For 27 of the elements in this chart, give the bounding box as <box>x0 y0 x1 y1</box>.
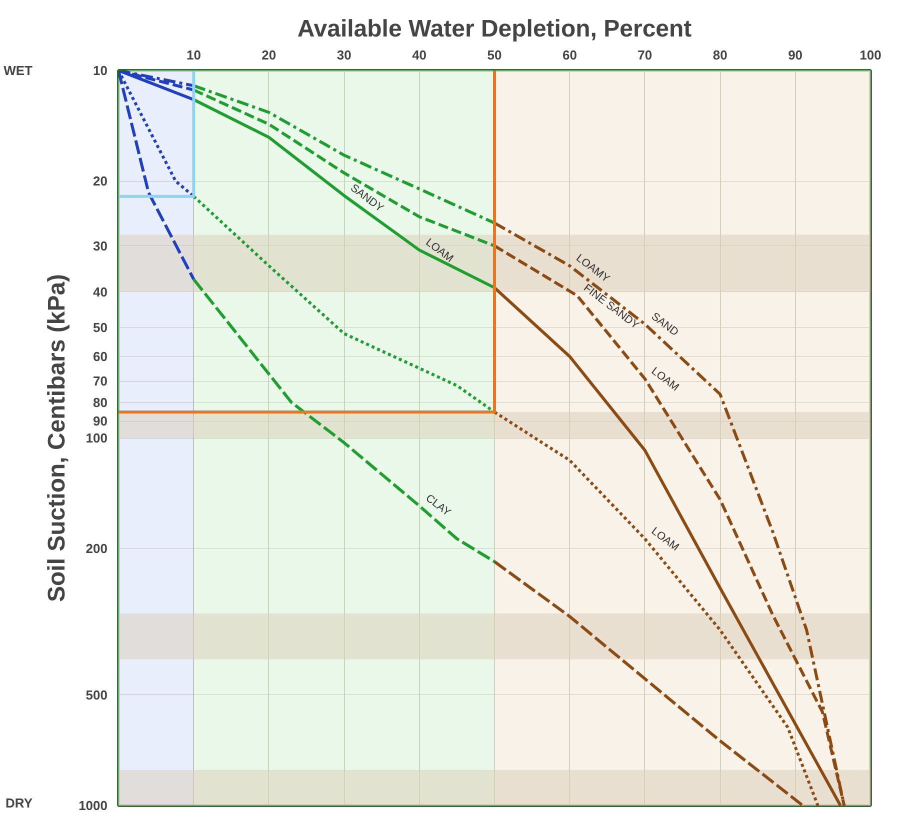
x-tick-label: 100 <box>860 48 882 62</box>
x-tick-label: 50 <box>487 48 502 62</box>
y-tick-label: 70 <box>93 374 108 389</box>
y-tick-label: 200 <box>86 541 108 556</box>
y-tick-label: 20 <box>93 174 108 189</box>
x-tick-label: 80 <box>712 48 728 62</box>
y-tick-label: 100 <box>86 430 108 446</box>
y-tick-label: 80 <box>93 394 108 410</box>
y-tick-label: 30 <box>93 238 108 254</box>
x-tick-label: 40 <box>412 48 427 62</box>
y-tick-label: 60 <box>93 348 108 364</box>
y-tick-label: 10 <box>93 63 108 78</box>
y-tick-label: 40 <box>93 284 108 300</box>
x-tick-label: 20 <box>262 48 276 62</box>
text: WET <box>4 63 33 78</box>
text: DRY <box>6 796 33 810</box>
y-tick-label: 1000 <box>78 798 108 813</box>
y-tick-label: 500 <box>86 687 108 702</box>
x-tick-label: 60 <box>562 48 577 62</box>
y-tick-label: 50 <box>93 320 108 335</box>
x-axis-title: Available Water Depletion, Percent <box>297 16 692 42</box>
x-tick-label: 30 <box>336 48 352 62</box>
x-tick-label: 90 <box>788 48 803 62</box>
x-tick-label: 10 <box>186 48 201 62</box>
y-axis-title: Soil Suction, Centibars (kPa) <box>44 274 71 602</box>
y-tick-label: 90 <box>93 414 108 429</box>
x-tick-label: 70 <box>638 48 652 62</box>
